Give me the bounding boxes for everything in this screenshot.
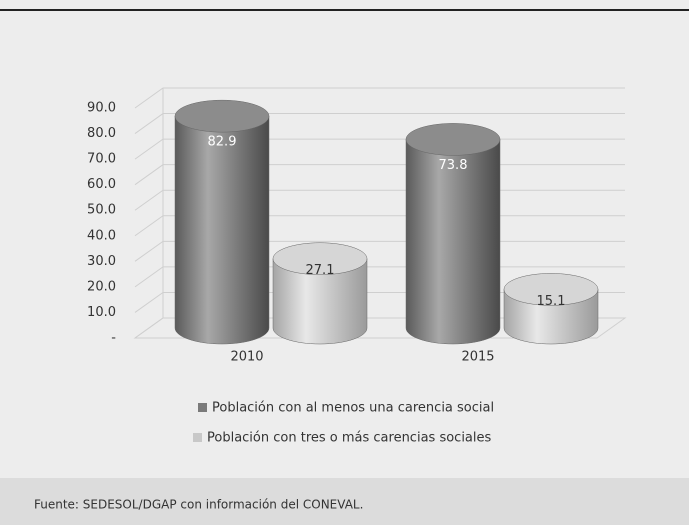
bar-top xyxy=(405,123,501,156)
legend-label: Población con tres o más carencias socia… xyxy=(207,431,492,446)
bar-top xyxy=(174,99,270,133)
footer xyxy=(0,478,689,525)
y-tick-label: 10.0 xyxy=(87,305,116,320)
y-tick-label: - xyxy=(111,331,116,346)
legend-swatch xyxy=(193,433,202,442)
y-tick-label: 40.0 xyxy=(87,228,116,243)
x-tick-label: 2010 xyxy=(230,350,263,365)
y-tick-label: 20.0 xyxy=(87,279,116,294)
y-tick-label: 80.0 xyxy=(87,126,116,141)
y-tick-label: 50.0 xyxy=(87,203,116,218)
legend-swatch xyxy=(198,403,207,412)
y-tick-label: 70.0 xyxy=(87,152,116,167)
data-label: 15.1 xyxy=(537,294,566,309)
source-note: Fuente: SEDESOL/DGAP con información del… xyxy=(34,498,363,512)
y-tick-label: 90.0 xyxy=(87,101,116,116)
bar xyxy=(405,139,501,345)
data-label: 82.9 xyxy=(208,135,237,150)
bar xyxy=(272,258,368,345)
x-tick-label: 2015 xyxy=(461,350,494,365)
y-tick-label: 30.0 xyxy=(87,254,116,269)
bar xyxy=(174,115,270,345)
bar-top xyxy=(272,242,368,275)
y-tick-label: 60.0 xyxy=(87,177,116,192)
data-label: 27.1 xyxy=(306,263,335,278)
legend-label: Población con al menos una carencia soci… xyxy=(212,401,494,416)
grid-line xyxy=(134,113,625,134)
bar-top xyxy=(503,273,599,306)
data-label: 73.8 xyxy=(439,158,468,173)
grid-line xyxy=(134,87,625,109)
